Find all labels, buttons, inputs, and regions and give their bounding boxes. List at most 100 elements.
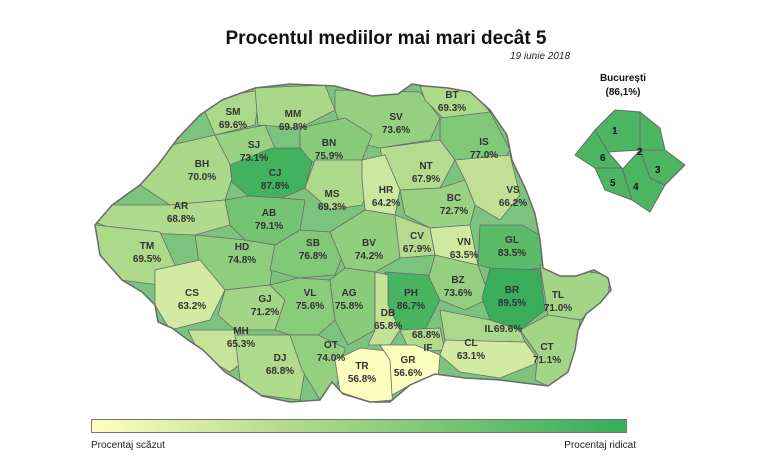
- county-code-nt: NT: [419, 161, 432, 172]
- county-value-tl: 71.0%: [544, 303, 572, 314]
- county-value-bh: 70.0%: [188, 172, 216, 183]
- county-area-bc: [399, 179, 476, 229]
- county-value-vl: 75.6%: [296, 301, 324, 312]
- bucuresti-sector-6: [574, 129, 624, 169]
- county-value-ar: 68.8%: [167, 214, 195, 225]
- county-value-ab: 79.1%: [255, 221, 283, 232]
- county-code-is: IS: [479, 137, 489, 148]
- county-value-vn: 63.5%: [450, 250, 478, 261]
- county-value-mh: 65.3%: [227, 339, 255, 350]
- county-value-ag: 75.8%: [335, 301, 363, 312]
- sector-4-label: 4: [633, 182, 639, 193]
- county-value-bv: 74.2%: [355, 251, 383, 262]
- county-code-dj: DJ: [274, 353, 287, 364]
- county-value-sj: 73.1%: [240, 153, 268, 164]
- county-value-ph: 86.7%: [397, 301, 425, 312]
- legend-color-scale: [91, 419, 627, 433]
- romania-outline: [94, 83, 612, 403]
- sector-6-label: 6: [600, 153, 606, 164]
- county-area-db: [367, 271, 401, 346]
- county-value-cl: 63.1%: [457, 351, 485, 362]
- county-value-sv: 73.6%: [382, 125, 410, 136]
- county-value-bt: 69.3%: [438, 103, 466, 114]
- county-code-mm: MM: [285, 109, 302, 120]
- county-code-if: IF: [424, 343, 433, 354]
- county-value-bz: 73.6%: [444, 288, 472, 299]
- county-code-tl: TL: [552, 290, 564, 301]
- county-value-tr: 56.8%: [348, 374, 376, 385]
- county-value-ot: 74.0%: [317, 353, 345, 364]
- county-code-cl: CL: [464, 338, 477, 349]
- county-code-cj: CJ: [269, 168, 282, 179]
- county-code-ar: AR: [174, 201, 189, 212]
- county-code-bc: BC: [447, 193, 461, 204]
- county-value-db: 65.8%: [374, 321, 402, 332]
- sector-3-label: 3: [655, 165, 661, 176]
- county-code-bv: BV: [362, 238, 376, 249]
- county-code-hd: HD: [235, 242, 249, 253]
- county-value-dj: 68.8%: [266, 366, 294, 377]
- county-area-ar: [95, 199, 231, 236]
- bucuresti-name: București: [599, 73, 647, 84]
- legend-low-label: Procentaj scăzut: [91, 440, 165, 451]
- bucuresti-inset: 1 2 3 4 5 6: [574, 109, 686, 213]
- county-code-gl: GL: [505, 235, 519, 246]
- county-value-ms: 69.3%: [318, 202, 346, 213]
- county-code-bt: BT: [445, 90, 458, 101]
- county-code-vs: VS: [506, 185, 520, 196]
- county-code-ab: AB: [262, 208, 276, 219]
- county-code-bn: BN: [322, 138, 336, 149]
- county-value-vs: 66.2%: [499, 198, 527, 209]
- county-value-sb: 76.8%: [299, 251, 327, 262]
- county-value-hr: 64.2%: [372, 198, 400, 209]
- county-value-bc: 72.7%: [440, 206, 468, 217]
- county-area-sb: [269, 229, 346, 279]
- county-value-cj: 87.8%: [261, 181, 289, 192]
- county-value-cs: 63.2%: [178, 301, 206, 312]
- county-value-sm: 69.6%: [219, 120, 247, 131]
- county-code-tr: TR: [355, 361, 369, 372]
- sector-1-label: 1: [612, 126, 618, 137]
- county-code-db: DB: [381, 308, 395, 319]
- county-code-ms: MS: [325, 189, 340, 200]
- bucuresti-value: (86,1%): [605, 87, 641, 98]
- county-code-ph: PH: [404, 288, 418, 299]
- county-code-ot: OT: [324, 340, 338, 351]
- county-value-gl: 83.5%: [498, 248, 526, 259]
- county-value-gr: 56.6%: [394, 368, 422, 379]
- county-value-if: 68.8%: [412, 330, 440, 341]
- county-code-tm: TM: [140, 241, 154, 252]
- county-code-gj: GJ: [258, 294, 271, 305]
- county-code-sb: SB: [306, 238, 320, 249]
- county-code-sv: SV: [389, 112, 403, 123]
- map-title: Procentul mediilor mai mari decât 5: [225, 28, 547, 49]
- bucuresti-sector-2: [639, 110, 666, 151]
- county-value-tm: 69.5%: [133, 254, 161, 265]
- county-code-ag: AG: [342, 288, 357, 299]
- county-value-gj: 71.2%: [251, 307, 279, 318]
- county-code-cv: CV: [410, 231, 424, 242]
- legend-high-label: Procentaj ridicat: [564, 440, 636, 451]
- county-code-ct: CT: [540, 342, 553, 353]
- county-code-sj: SJ: [248, 140, 260, 151]
- county-value-is: 77.0%: [470, 150, 498, 161]
- county-code-bh: BH: [195, 159, 209, 170]
- county-code-br: BR: [505, 285, 520, 296]
- county-code-bz: BZ: [451, 275, 464, 286]
- county-code-il: IL: [485, 324, 494, 335]
- county-value-nt: 67.9%: [412, 174, 440, 185]
- county-value-hd: 74.8%: [228, 255, 256, 266]
- county-value-cv: 67.9%: [403, 244, 431, 255]
- county-code-hr: HR: [379, 185, 394, 196]
- sector-2-label: 2: [637, 147, 643, 158]
- county-value-ct: 71.1%: [533, 355, 561, 366]
- county-code-vl: VL: [304, 288, 317, 299]
- county-value-br: 89.5%: [498, 298, 526, 309]
- map-date: 19 iunie 2018: [510, 51, 571, 62]
- county-code-gr: GR: [401, 355, 417, 366]
- county-code-mh: MH: [233, 326, 249, 337]
- county-code-sm: SM: [226, 107, 241, 118]
- county-value-mm: 69.8%: [279, 122, 307, 133]
- county-labels: SM 69.6% MM 69.8% BT 69.3% SV 73.6% SJ 7…: [133, 90, 572, 385]
